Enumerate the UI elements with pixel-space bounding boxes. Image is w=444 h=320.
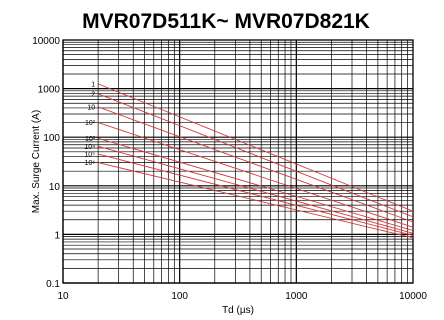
series-line <box>98 162 414 239</box>
series-label: 10⁶ <box>84 160 95 167</box>
x-tick-label: 10 <box>57 291 69 302</box>
y-tick-label: 1000 <box>38 85 61 96</box>
series-label: 2 <box>91 91 95 98</box>
grid <box>62 40 413 284</box>
series-line <box>97 122 414 228</box>
chart-title: MVR07D511K~ MVR07D821K <box>82 10 370 33</box>
y-tick-label: 10000 <box>32 36 60 47</box>
x-tick-label: 1000 <box>285 291 308 302</box>
plot-border <box>62 39 414 284</box>
y-tick-label: 1 <box>54 230 60 241</box>
series-label: 10⁴ <box>84 144 95 151</box>
series-label: 10² <box>85 120 96 127</box>
series-line <box>97 137 414 231</box>
x-tick-label: 10000 <box>399 291 427 302</box>
series-label: 10⁵ <box>84 152 95 159</box>
x-tick-labels: 10 100 1000 10000 <box>57 291 427 302</box>
series-line <box>98 153 414 236</box>
series-label: 1 <box>91 81 95 88</box>
series-label: 10³ <box>85 136 96 143</box>
y-tick-label: 0.1 <box>46 279 60 290</box>
x-tick-label: 100 <box>171 291 188 302</box>
series-label: 10 <box>87 104 95 111</box>
series-group <box>97 83 414 239</box>
series-line <box>97 106 414 223</box>
y-tick-labels: 0.1 1 10 100 1000 10000 <box>32 36 60 290</box>
x-axis-label: Td (µs) <box>222 305 254 316</box>
series-line <box>97 83 414 212</box>
series-line <box>98 145 414 234</box>
y-tick-label: 100 <box>43 133 60 144</box>
series-line <box>97 93 414 218</box>
y-axis-label: Max. Surge Current (A) <box>31 110 42 213</box>
y-tick-label: 10 <box>49 182 61 193</box>
